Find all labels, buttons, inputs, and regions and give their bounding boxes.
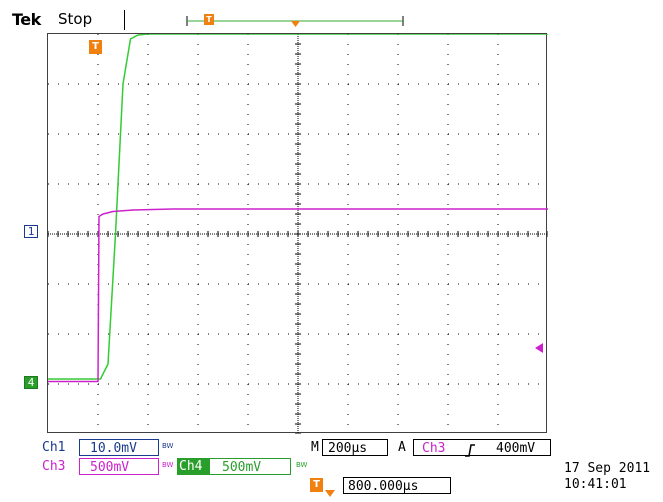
timebase-prefix: M [311, 440, 319, 455]
trigger-mode-prefix: A [398, 440, 406, 455]
ch4-label: Ch4 [179, 459, 203, 474]
ch3-scale: 500mV [90, 460, 130, 475]
trigger-level-arrow[interactable] [535, 338, 543, 357]
time: 10:41:01 [564, 477, 627, 492]
ch4-ground-marker[interactable]: 4 [24, 376, 38, 389]
ch1-scale-box[interactable]: 10.0mV [79, 439, 159, 456]
record-trigger-marker: T [204, 14, 214, 25]
trigger-position-arrow [291, 12, 300, 31]
trigger-source: Ch3 [422, 441, 446, 456]
ch4-scale-box[interactable]: 500mV [209, 458, 291, 475]
ch1-scale: 10.0mV [90, 441, 137, 456]
ch4-bw-icon: BW [296, 461, 308, 469]
trigger-position: 800.000µs [348, 479, 419, 494]
timebase-value: 200µs [328, 441, 368, 456]
header-divider [124, 10, 125, 30]
acquisition-state: Stop [58, 10, 93, 28]
ch3-scale-box[interactable]: 500mV [79, 458, 159, 475]
trigger-position-icon: T [310, 478, 323, 492]
trigger-level: 400mV [496, 441, 536, 456]
ch3-bw-icon: BW [162, 461, 174, 469]
trigger-box[interactable]: Ch3 400mV [413, 439, 551, 457]
trace-ch4 [48, 34, 548, 380]
trace-ch3 [48, 208, 548, 383]
ch4-label-badge: Ch4 [177, 458, 209, 475]
trigger-position-marker[interactable]: T [89, 40, 102, 54]
ch1-ground-marker[interactable]: 1 [24, 225, 38, 238]
rising-edge-icon [464, 442, 476, 461]
brand-logo: Tek [12, 10, 41, 29]
ch1-label: Ch1 [42, 440, 66, 455]
ch1-bw-icon: BW [162, 442, 174, 450]
date: 17 Sep 2011 [564, 461, 651, 476]
trigger-position-arrow-icon [325, 482, 335, 501]
waveform-display [47, 33, 548, 434]
trigger-position-box[interactable]: 800.000µs [343, 477, 451, 494]
ch3-label: Ch3 [42, 459, 66, 474]
ch4-scale: 500mV [222, 460, 262, 475]
waveform-plot [48, 34, 548, 434]
timebase-box[interactable]: 200µs [322, 439, 388, 456]
